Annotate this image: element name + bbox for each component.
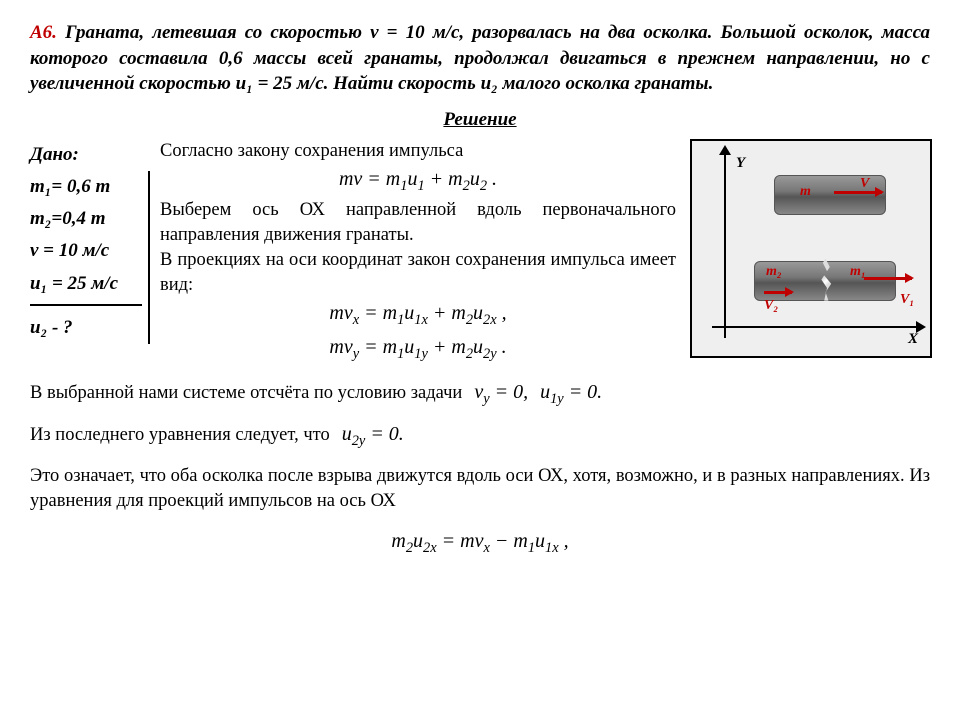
problem-statement: А6. Граната, летевшая со скоростью v = 1… [30, 20, 930, 97]
label-Y: Y [736, 153, 745, 173]
axis-y [724, 151, 726, 338]
sol-p6: Это означает, что оба осколка после взры… [30, 464, 930, 514]
sol-eq5: u2y = 0. [342, 419, 404, 453]
label-V: V [860, 175, 869, 194]
sol-eq1: mv = m1u1 + m2u2 . [160, 164, 676, 198]
label-V2: V₂ [764, 297, 778, 316]
sol-p4: В выбранной нами системе отсчёта по усло… [30, 381, 462, 406]
lower-block: В выбранной нами системе отсчёта по усло… [30, 377, 930, 560]
given-u2: u₂ - ? [30, 312, 142, 344]
diagram-column: Y X m V m₁ m₂ V₁ V₂ [690, 139, 930, 358]
given-u1: u₁ = 25 м/с [30, 268, 142, 306]
sol-eq4b: u1y = 0. [540, 377, 602, 411]
mid-row: Дано: m₁= 0,6 m m₂=0,4 m v = 10 м/с u₁ =… [30, 139, 930, 367]
given-heading: Дано: [30, 139, 150, 171]
diagram: Y X m V m₁ m₂ V₁ V₂ [690, 139, 932, 358]
sol-p3: В проекциях на оси координат закон сохра… [160, 248, 676, 298]
sol-p2: Выберем ось ОХ направленной вдоль первон… [160, 198, 676, 248]
solution-column: Согласно закону сохранения импульса mv =… [150, 139, 690, 367]
label-m1: m₁ [850, 263, 866, 282]
solution-title: Решение [30, 107, 930, 133]
label-m2: m₂ [766, 263, 782, 282]
sol-eq3: mvy = m1u1y + m2u2y . [160, 332, 676, 366]
sol-eq6: m2u2x = mvx − m1u1x , [30, 526, 930, 560]
axis-x [712, 326, 920, 328]
given-column: Дано: m₁= 0,6 m m₂=0,4 m v = 10 м/с u₁ =… [30, 139, 150, 353]
problem-label: А6. [30, 22, 57, 43]
sol-eq4a: vy = 0, [474, 377, 528, 411]
sol-eq2: mvx = m1u1x + m2u2x , [160, 298, 676, 332]
given-v: v = 10 м/с [30, 235, 142, 267]
given-m2: m₂=0,4 m [30, 203, 142, 235]
sol-p5: Из последнего уравнения следует, что [30, 423, 330, 448]
given-m1: m₁= 0,6 m [30, 171, 142, 203]
label-V1: V₁ [900, 291, 914, 310]
sol-p1: Согласно закону сохранения импульса [160, 139, 676, 164]
label-m: m [800, 183, 811, 202]
axis-y-arrow-icon [719, 145, 731, 155]
label-X: X [908, 329, 918, 349]
vector-V1 [864, 277, 912, 280]
problem-text: Граната, летевшая со скоростью v = 10 м/… [30, 22, 930, 94]
vector-V [834, 191, 882, 194]
vector-V2 [764, 291, 792, 294]
